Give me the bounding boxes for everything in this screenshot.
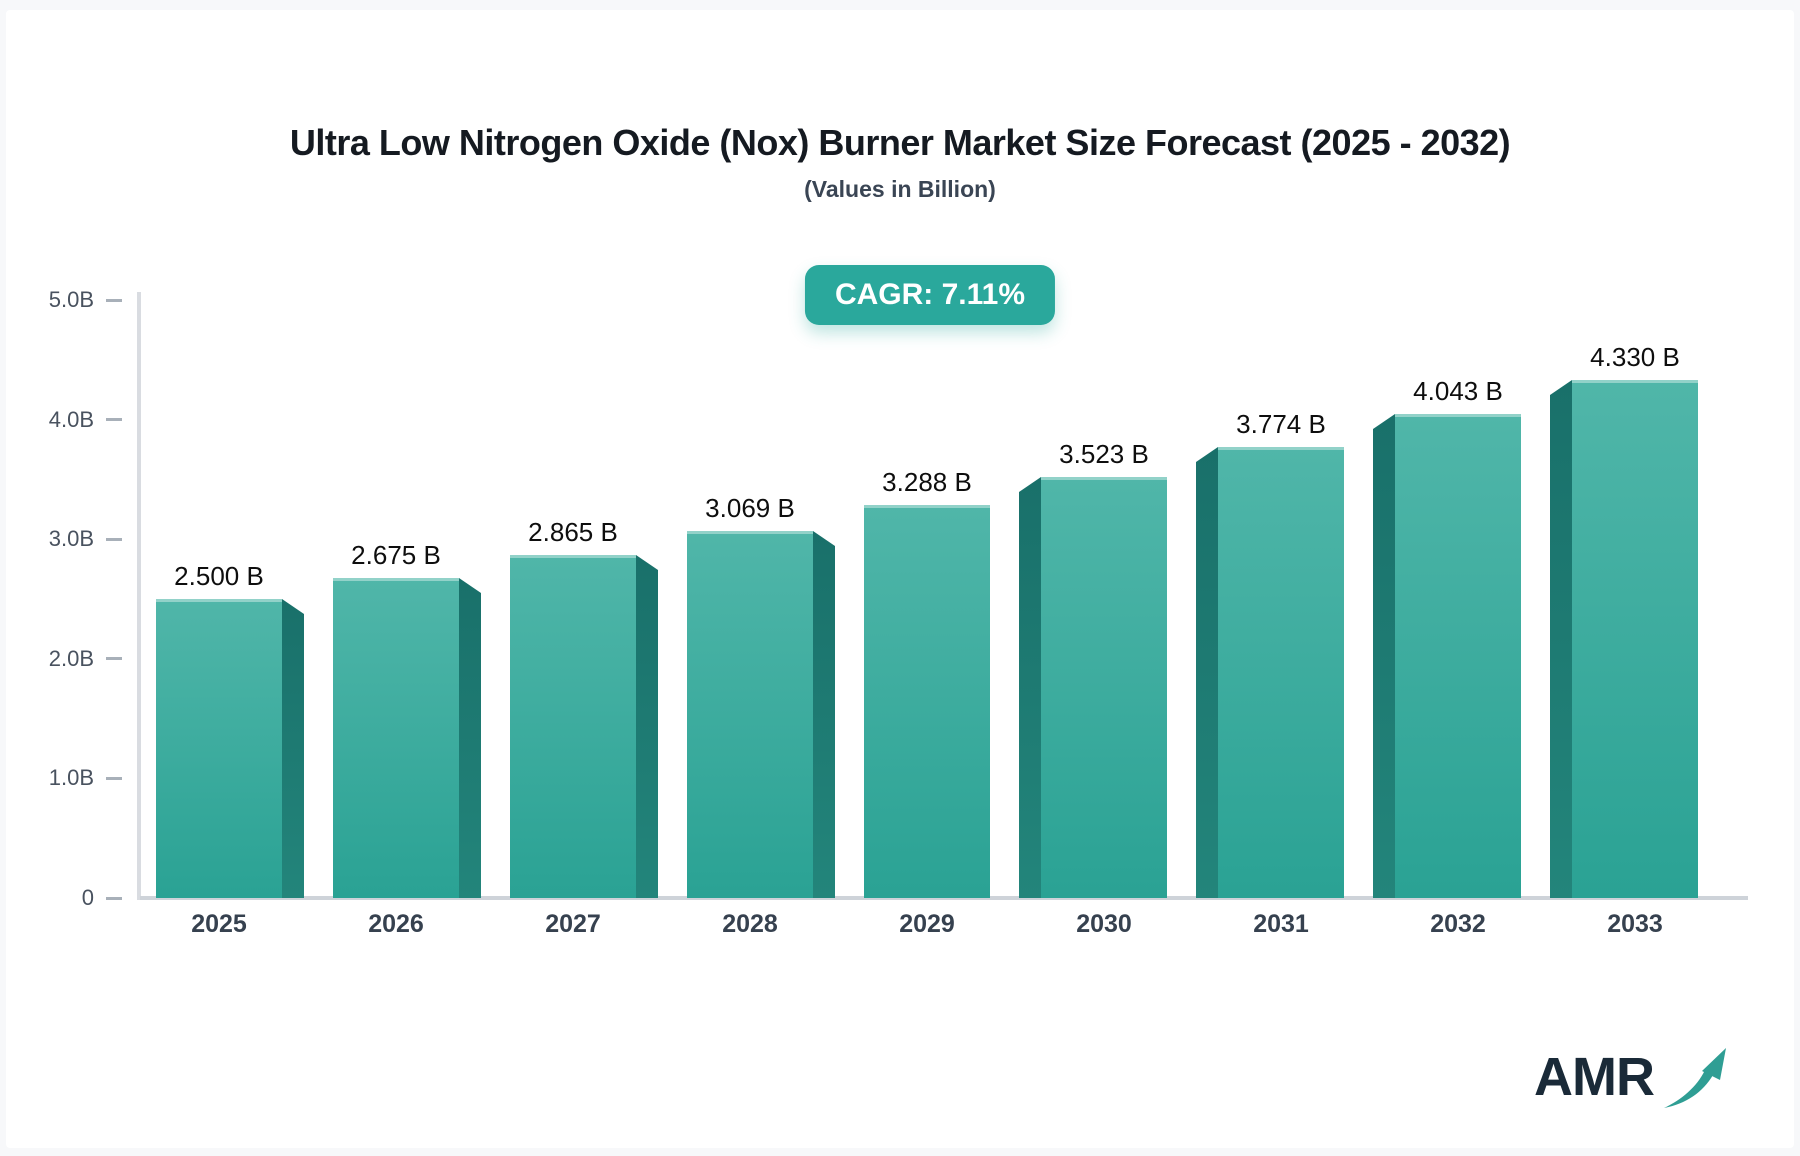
bar-value-label: 3.069 B xyxy=(705,493,795,523)
bar-value-label: 2.865 B xyxy=(528,517,618,547)
chart-title: Ultra Low Nitrogen Oxide (Nox) Burner Ma… xyxy=(289,122,1511,163)
bar-face xyxy=(510,555,636,898)
y-tick-mark xyxy=(106,418,122,422)
bar-face xyxy=(1218,447,1344,898)
y-tick-mark xyxy=(106,776,122,780)
y-tick-mark xyxy=(106,537,122,541)
bar-2031[interactable] xyxy=(1196,447,1344,898)
x-axis-label-2033: 2033 xyxy=(1607,910,1663,938)
bar-top-highlight xyxy=(333,578,459,581)
bar-value-label: 2.675 B xyxy=(351,540,441,570)
bar-top-highlight xyxy=(1041,477,1167,480)
bar-side-face xyxy=(1196,447,1218,898)
bar-top-highlight xyxy=(864,505,990,508)
bar-top-highlight xyxy=(687,531,813,534)
bar-side-face xyxy=(459,578,481,898)
bar-face xyxy=(687,531,813,898)
bar-face xyxy=(1395,414,1521,898)
bar-2030[interactable] xyxy=(1019,477,1167,898)
growth-arrow-icon xyxy=(1662,1046,1730,1117)
y-tick-mark xyxy=(106,657,122,661)
bar-top-highlight xyxy=(510,555,636,558)
bar-2032[interactable] xyxy=(1373,414,1521,898)
x-axis-label-2030: 2030 xyxy=(1076,910,1132,938)
bar-2026[interactable] xyxy=(333,578,481,898)
y-tick-label: 1.0B xyxy=(48,765,94,791)
y-tick-label: 4.0B xyxy=(48,406,94,432)
x-axis-label-2027: 2027 xyxy=(545,910,601,938)
bar-value-label: 3.523 B xyxy=(1059,439,1149,469)
y-tick-label: 2.0B xyxy=(48,645,94,671)
bar-face xyxy=(1572,380,1698,898)
brand-logo: AMR xyxy=(1534,1046,1734,1116)
x-axis-label-2025: 2025 xyxy=(191,910,247,938)
bar-side-face xyxy=(1373,414,1395,898)
x-axis-label-2031: 2031 xyxy=(1253,910,1309,938)
bar-2028[interactable] xyxy=(687,531,835,898)
bar-face xyxy=(864,505,990,898)
bar-value-label: 3.288 B xyxy=(882,467,972,497)
bar-top-highlight xyxy=(156,599,282,602)
bar-face xyxy=(156,599,282,898)
y-tick-mark xyxy=(106,896,122,900)
bar-value-label: 2.500 B xyxy=(174,561,264,591)
bar-top-highlight xyxy=(1395,414,1521,417)
bar-2033[interactable] xyxy=(1550,380,1698,898)
bar-side-face xyxy=(813,531,835,898)
bar-2025[interactable] xyxy=(156,599,304,898)
brand-logo-text: AMR xyxy=(1534,1047,1655,1107)
cagr-badge: CAGR: 7.11% xyxy=(804,265,1056,325)
y-tick-label: 3.0B xyxy=(48,526,94,552)
x-axis-label-2029: 2029 xyxy=(899,910,955,938)
x-axis-baseline xyxy=(140,896,1748,900)
bar-2029[interactable] xyxy=(864,505,990,898)
y-tick-label: 0 xyxy=(81,885,94,910)
bar-2027[interactable] xyxy=(510,555,658,898)
bar-face xyxy=(333,578,459,898)
bar-side-face xyxy=(1550,380,1572,898)
bar-side-face xyxy=(1019,477,1041,898)
y-axis-line xyxy=(137,292,141,900)
x-axis-label-2032: 2032 xyxy=(1430,910,1486,938)
y-tick-label: 5.0B xyxy=(48,287,94,312)
bar-side-face xyxy=(282,599,304,898)
chart-subtitle: (Values in Billion) xyxy=(804,176,996,202)
bar-value-label: 3.774 B xyxy=(1236,409,1326,439)
bar-value-label: 4.330 B xyxy=(1590,342,1680,372)
x-axis-label-2026: 2026 xyxy=(368,910,424,938)
chart-card: Ultra Low Nitrogen Oxide (Nox) Burner Ma… xyxy=(6,10,1794,1148)
y-tick-mark xyxy=(106,298,122,302)
bar-side-face xyxy=(636,555,658,898)
x-axis-label-2028: 2028 xyxy=(722,910,778,938)
bar-top-highlight xyxy=(1218,447,1344,450)
bar-top-highlight xyxy=(1572,380,1698,383)
bar-value-label: 4.043 B xyxy=(1413,376,1503,406)
bar-face xyxy=(1041,477,1167,898)
